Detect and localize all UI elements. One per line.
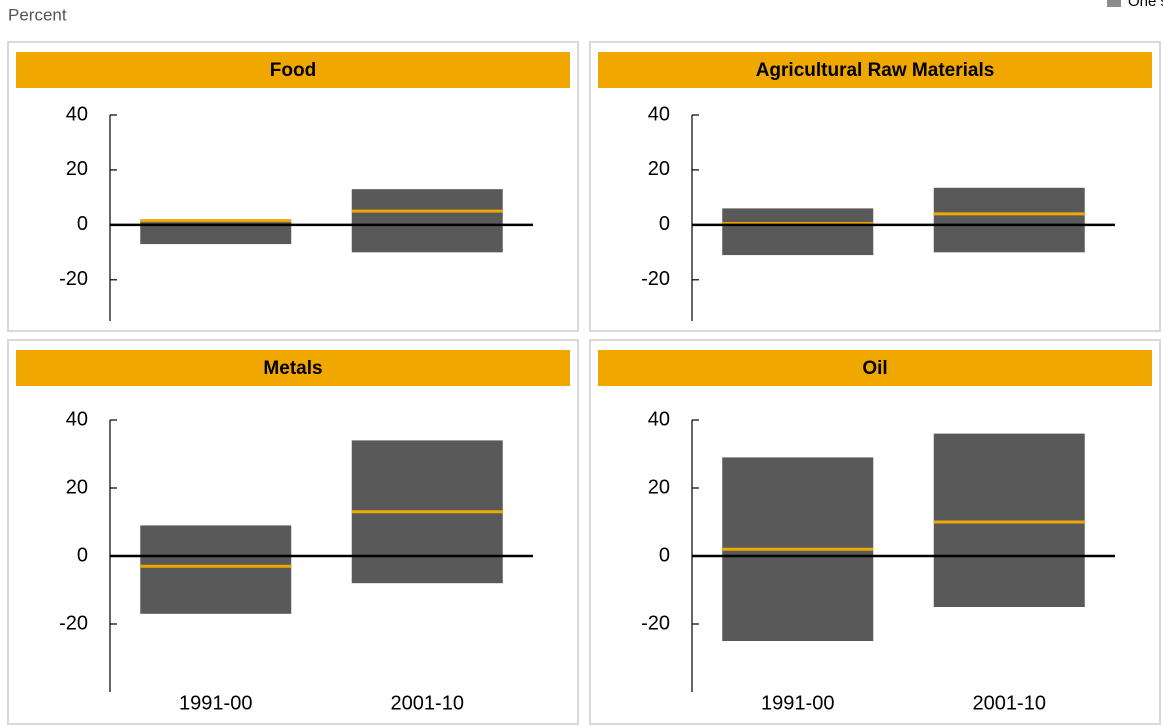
legend-swatch [1107,0,1121,7]
sd-box [933,433,1085,607]
x-tick-label: 1991-00 [179,692,252,714]
sd-box [140,525,292,614]
y-tick-label: 0 [659,213,670,235]
panel-title: Agricultural Raw Materials [756,60,995,81]
panel-title: Oil [862,358,887,379]
y-tick-label: 40 [66,103,88,125]
panel [7,41,579,332]
y-tick-label: 20 [648,476,670,498]
x-tick-label: 2001-10 [973,692,1046,714]
panel-header [598,52,1152,88]
y-tick-label: 20 [66,158,88,180]
y-tick-label: 40 [648,103,670,125]
panel-header [16,350,570,386]
x-tick-label: 2001-10 [391,692,464,714]
sd-box [933,187,1085,253]
panel [589,41,1161,332]
panel-title: Metals [263,358,322,379]
y-tick-label: 20 [66,476,88,498]
sd-box [140,219,292,245]
legend-label: One standard deviation [1128,0,1163,10]
panel-header [16,52,570,88]
y-tick-label: 0 [77,544,88,566]
y-tick-label: 20 [648,158,670,180]
unit-label: Percent [8,5,67,24]
panel-header [598,350,1152,386]
panel-title: Food [270,60,316,81]
sd-box [722,208,874,256]
x-tick-label: 1991-00 [761,692,834,714]
y-tick-label: -20 [59,268,88,290]
y-tick-label: 40 [66,408,88,430]
y-tick-label: -20 [641,612,670,634]
sd-box [351,189,503,253]
y-tick-label: -20 [641,268,670,290]
panel [589,339,1161,725]
y-tick-label: 0 [77,213,88,235]
y-tick-label: -20 [59,612,88,634]
y-tick-label: 0 [659,544,670,566]
y-tick-label: 40 [648,408,670,430]
panel [7,339,579,725]
